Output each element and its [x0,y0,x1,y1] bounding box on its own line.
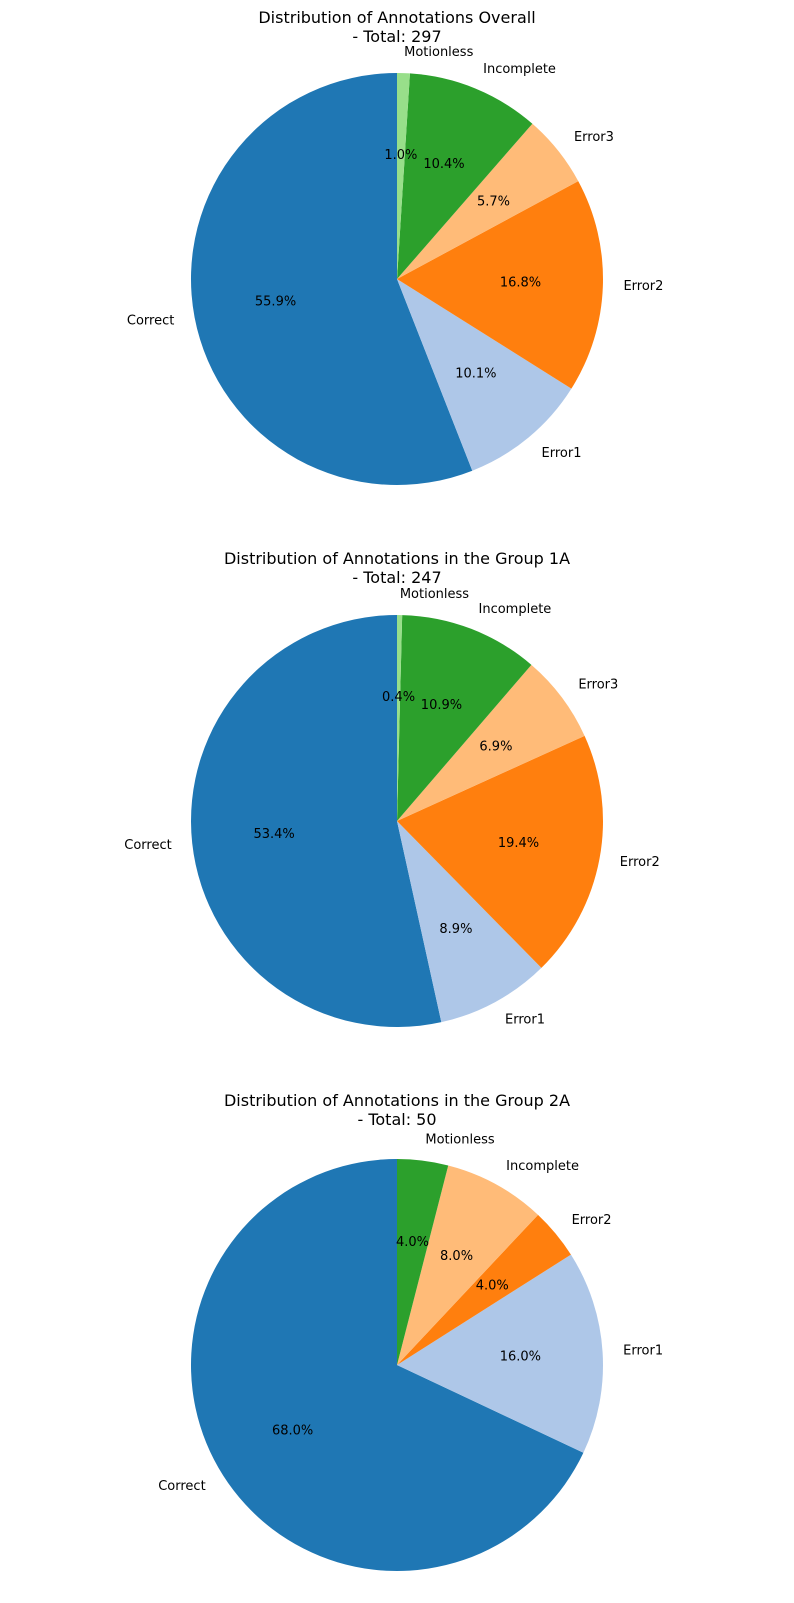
pie-slice-error2 [397,1214,571,1365]
pie-slice-error3 [397,664,585,821]
pct-label-incomplete: 8.0% [440,1249,473,1264]
pie-slice-correct [191,615,442,1027]
pie-wedges [190,73,603,485]
pie-slice-motionless [397,73,410,279]
pct-label-correct: 68.0% [272,1424,313,1439]
chart-subtitle: - Total: 50 [357,1110,436,1129]
pie-slice-error2 [397,735,604,968]
pct-label-motionless: 1.0% [384,148,417,163]
pct-label-incomplete: 10.9% [421,698,462,713]
pct-label-error3: 5.7% [477,194,510,209]
pct-label-error1: 8.9% [439,922,472,937]
pct-label-correct: 55.9% [255,294,296,309]
pie-slice-correct [190,73,473,485]
chart-title: Distribution of Annotations in the Group… [224,1091,570,1110]
pie-slice-incomplete [397,1165,539,1365]
slice-label-motionless: Motionless [400,587,469,602]
slice-label-error2: Error2 [572,1213,612,1228]
pie-chart-1: Distribution of Annotations Overall- Tot… [127,8,664,485]
pie-chart-2: Distribution of Annotations in the Group… [124,549,659,1028]
pie-labels: Correct 53.4% Error1 8.9% Error2 19.4% Error3 6… [124,587,659,1028]
chart-subtitle: - Total: 297 [352,27,441,46]
pct-label-error2: 19.4% [498,836,539,851]
slice-label-correct: Correct [158,1479,205,1494]
chart-subtitle: - Total: 247 [352,568,441,587]
pct-label-motionless: 4.0% [396,1235,429,1250]
pct-label-motionless: 0.4% [382,690,415,705]
slice-label-incomplete: Incomplete [506,1159,579,1174]
pie-slice-incomplete [397,615,532,821]
slice-label-correct: Correct [124,838,171,853]
pct-label-error1: 10.1% [455,367,496,382]
slice-label-incomplete: Incomplete [483,62,556,77]
slice-label-error1: Error1 [505,1013,545,1028]
slice-label-error1: Error1 [623,1343,663,1358]
slice-label-correct: Correct [127,314,174,329]
pie-slice-correct [190,1159,584,1571]
slice-label-error3: Error3 [578,678,618,693]
slice-label-motionless: Motionless [425,1133,494,1148]
pct-label-error1: 16.0% [500,1350,541,1365]
pie-slice-error1 [397,279,572,471]
pie-slice-error3 [397,123,579,279]
pct-label-incomplete: 10.4% [423,157,464,172]
pie-slice-motionless [397,615,403,821]
chart-title: Distribution of Annotations Overall [258,8,535,27]
pie-wedges [191,615,604,1027]
pct-label-error2: 4.0% [476,1279,509,1294]
pie-slice-motionless [397,1159,449,1365]
pie-slice-error1 [397,821,542,1023]
pie-chart-3: Distribution of Annotations in the Group… [158,1091,663,1571]
slice-label-error2: Error2 [620,855,660,870]
slice-label-error1: Error1 [542,446,582,461]
pct-label-error2: 16.8% [500,276,541,291]
pie-wedges [190,1159,603,1571]
pie-labels: Correct 68.0% Error1 16.0% Error2 4.0% Incompl… [158,1133,663,1494]
slice-label-error2: Error2 [623,279,663,294]
pie-slice-error2 [397,181,603,389]
pct-label-error3: 6.9% [479,739,512,754]
pie-slice-incomplete [397,73,533,279]
slice-label-incomplete: Incomplete [479,602,552,617]
pie-slice-error1 [397,1254,603,1453]
chart-title: Distribution of Annotations in the Group… [224,549,570,568]
slice-label-motionless: Motionless [404,45,473,60]
pie-labels: Correct 55.9% Error1 10.1% Error2 16.8% Error3… [127,45,664,461]
pct-label-correct: 53.4% [253,827,294,842]
slice-label-error3: Error3 [574,130,614,145]
